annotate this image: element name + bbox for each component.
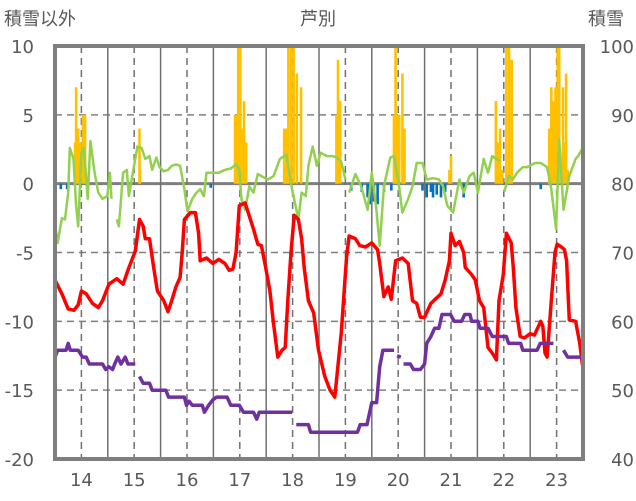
left-tick-label: 0 — [23, 175, 34, 196]
bar-blue — [539, 183, 543, 190]
bar-orange — [566, 169, 569, 184]
bar-orange — [448, 169, 451, 184]
x-tick-label: 15 — [123, 470, 146, 491]
bar-blue — [65, 183, 69, 190]
bar-orange — [500, 169, 504, 184]
bar-blue — [366, 183, 369, 198]
bar-orange — [74, 87, 78, 184]
bar-orange — [554, 87, 557, 184]
right-tick-label: 100 — [600, 37, 634, 58]
bar-blue — [59, 183, 63, 190]
left-tick-label: -20 — [5, 450, 34, 471]
line-purple-segment — [562, 349, 582, 359]
bar-orange — [287, 46, 290, 184]
bar-blue — [439, 183, 443, 198]
bar-orange — [401, 73, 404, 184]
right-tick-label: 40 — [611, 450, 634, 471]
bar-orange — [494, 101, 498, 184]
line-purple-segment — [296, 348, 394, 434]
bar-orange — [338, 101, 342, 184]
x-tick-label: 18 — [281, 470, 304, 491]
line-purple-segment — [396, 354, 402, 359]
bar-orange — [295, 73, 299, 184]
x-tick-label: 20 — [387, 470, 410, 491]
line-green-segment — [347, 154, 501, 247]
plot-frame — [53, 44, 585, 461]
bar-orange — [394, 46, 397, 184]
bar-orange — [242, 101, 246, 184]
bar-orange — [233, 114, 237, 184]
bar-orange — [76, 128, 80, 184]
x-tick-label: 19 — [334, 470, 357, 491]
bar-orange — [403, 128, 406, 184]
x-tick-label: 22 — [492, 470, 515, 491]
bar-orange — [397, 114, 401, 184]
x-tick-label: 23 — [545, 470, 568, 491]
x-tick-label: 21 — [440, 470, 463, 491]
bar-orange — [395, 114, 399, 184]
left-axis-label: 積雪以外 — [4, 9, 76, 30]
left-tick-label: 5 — [23, 106, 34, 127]
line-green-segment — [53, 139, 113, 245]
bar-orange — [547, 128, 551, 184]
bar-orange — [505, 46, 508, 184]
bar-orange — [498, 128, 502, 184]
x-tick-label: 14 — [70, 470, 93, 491]
line-purple-segment — [53, 341, 136, 372]
bar-orange — [292, 46, 295, 184]
line-purple-segment — [137, 375, 293, 421]
bar-orange — [557, 46, 561, 184]
right-tick-label: 90 — [611, 106, 634, 127]
bar-orange — [336, 59, 340, 184]
bar-orange — [138, 128, 141, 184]
bar-blue — [390, 183, 393, 191]
x-tick-label: 17 — [228, 470, 251, 491]
bar-blue — [421, 183, 424, 191]
bar-orange — [510, 59, 514, 184]
right-tick-label: 80 — [611, 175, 634, 196]
bar-orange — [335, 114, 338, 184]
bar-blue — [431, 183, 435, 198]
bar-orange — [236, 46, 240, 184]
right-axis-label: 積雪 — [588, 9, 624, 30]
bar-orange — [552, 101, 555, 184]
bar-orange — [449, 156, 453, 184]
bar-orange — [240, 128, 244, 184]
bar-orange — [239, 46, 242, 184]
bar-orange — [496, 142, 500, 184]
bar-blue — [429, 183, 433, 192]
line-green-segment — [115, 145, 347, 228]
bar-orange — [556, 46, 559, 184]
bar-orange — [507, 46, 511, 184]
bar-blue — [443, 183, 447, 192]
line-purple-segment — [403, 312, 554, 372]
bar-orange — [244, 142, 248, 184]
bar-blue — [376, 183, 379, 205]
bar-orange — [563, 142, 566, 184]
left-tick-label: -15 — [5, 381, 34, 402]
lines — [53, 138, 585, 434]
bar-blue — [435, 183, 439, 195]
bar-orange — [392, 114, 396, 184]
right-tick-label: 50 — [611, 381, 634, 402]
line-green-segment — [503, 138, 585, 231]
bar-orange — [289, 46, 293, 184]
right-tick-label: 60 — [611, 312, 634, 333]
bar-orange — [561, 87, 565, 184]
bar-orange — [550, 87, 553, 184]
chart-title: 芦別 — [300, 9, 336, 30]
bar-blue — [209, 183, 213, 188]
bar-orange — [299, 87, 303, 184]
bar-orange — [564, 73, 568, 184]
left-tick-label: 10 — [11, 37, 34, 58]
right-tick-label: 70 — [611, 244, 634, 265]
left-tick-label: -5 — [16, 244, 34, 265]
bar-orange — [138, 169, 142, 184]
x-tick-label: 16 — [176, 470, 199, 491]
left-tick-label: -10 — [5, 312, 34, 333]
line-red-segment — [53, 201, 585, 399]
bar-blue — [425, 183, 429, 198]
